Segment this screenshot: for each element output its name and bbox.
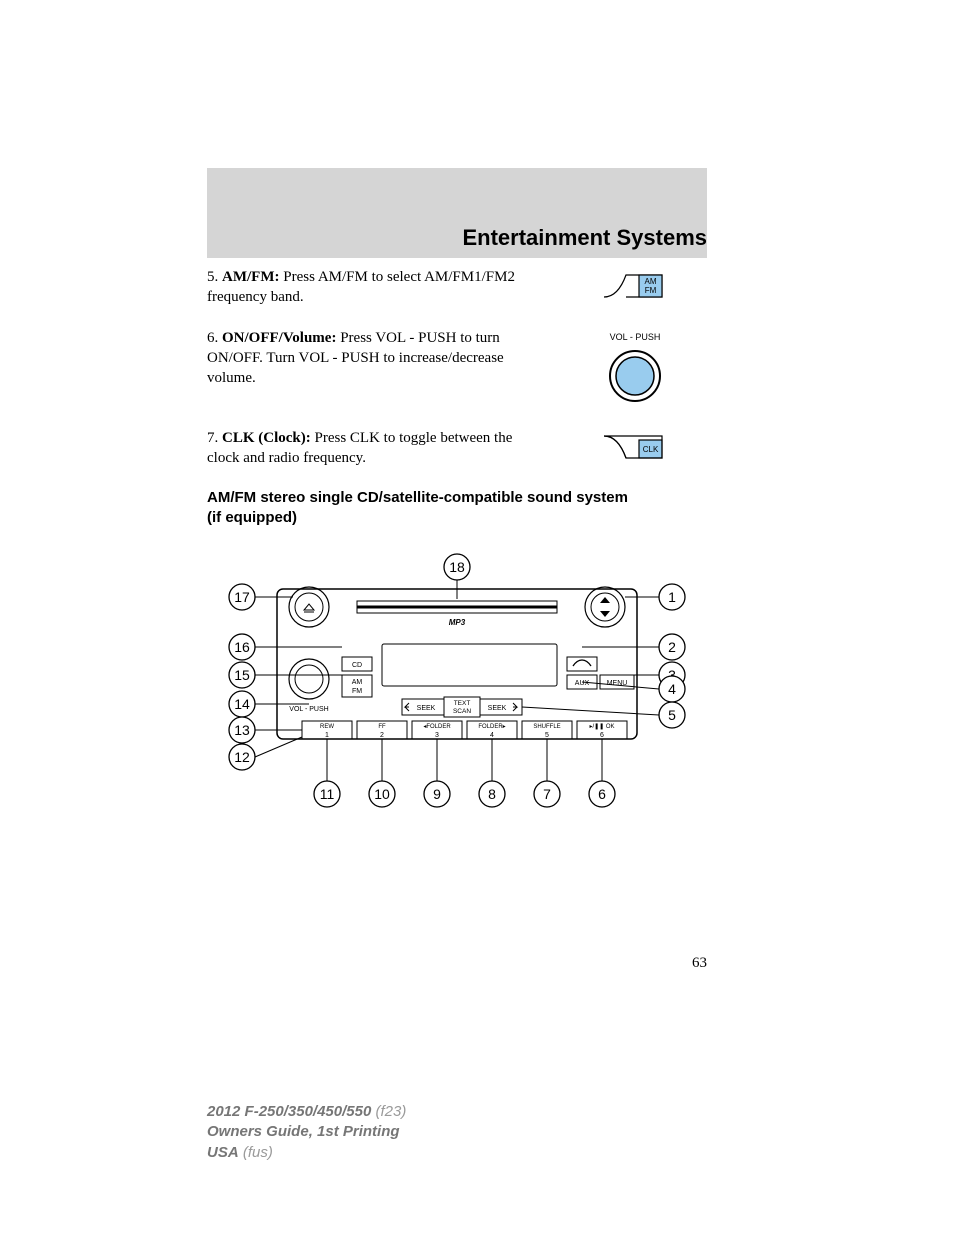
diag-seekL: SEEK [417, 705, 436, 712]
page-number: 63 [207, 955, 707, 972]
callout-9: 9 [433, 786, 441, 802]
item-5-text: 5. AM/FM: Press AM/FM to select AM/FM1/F… [207, 267, 542, 308]
subheading: AM/FM stereo single CD/satellite-compati… [207, 488, 707, 529]
footer-country: USA [207, 1144, 239, 1161]
vol-label: VOL - PUSH [609, 332, 660, 342]
callout-1: 1 [668, 589, 676, 605]
callout-4: 4 [668, 681, 676, 697]
preset-2-num: 2 [380, 732, 384, 739]
item-7-num: 7. [207, 430, 218, 446]
diag-cd: CD [352, 662, 362, 669]
footer: 2012 F-250/350/450/550 (f23) Owners Guid… [207, 1102, 707, 1163]
clk-illustration: CLK [562, 428, 707, 469]
callout-18: 18 [449, 559, 465, 575]
preset-2-label: FF [378, 724, 386, 730]
vol-knob-icon: VOL - PUSH [585, 328, 685, 408]
subheading-line1: AM/FM stereo single CD/satellite-compati… [207, 489, 628, 506]
callout-7: 7 [543, 786, 551, 802]
callout-11: 11 [320, 786, 335, 802]
preset-3-num: 3 [435, 732, 439, 739]
item-5: 5. AM/FM: Press AM/FM to select AM/FM1/F… [207, 267, 707, 308]
diag-aux: AUX [575, 680, 590, 687]
radio-diagram: MP3 VOL - PUSH CD AM [207, 539, 707, 839]
callout-16: 16 [234, 639, 250, 655]
item-7-text: 7. CLK (Clock): Press CLK to toggle betw… [207, 428, 542, 469]
item-6-text: 6. ON/OFF/Volume: Press VOL - PUSH to tu… [207, 328, 542, 408]
amfm-button-icon: AM FM [600, 267, 670, 301]
vol-illustration: VOL - PUSH [562, 328, 707, 408]
preset-1-num: 1 [325, 732, 329, 739]
amfm-line2: FM [644, 286, 656, 295]
preset-4-label: FOLDER▸ [478, 724, 505, 730]
mp3-label: MP3 [449, 618, 466, 627]
preset-5-label: SHUFFLE [533, 724, 560, 730]
clk-button-icon: CLK [600, 428, 670, 462]
preset-1-label: REW [320, 724, 334, 730]
preset-6-num: 6 [600, 732, 604, 739]
callout-14: 14 [234, 696, 250, 712]
amfm-line1: AM [644, 277, 656, 286]
diag-scan1: TEXT [454, 700, 471, 707]
item-5-num: 5. [207, 269, 218, 285]
amfm-illustration: AM FM [562, 267, 707, 308]
callout-10: 10 [374, 786, 390, 802]
footer-line2: Owners Guide, 1st Printing [207, 1123, 400, 1140]
diag-am: AM [352, 679, 363, 686]
diag-scan2: SCAN [453, 708, 471, 715]
item-6-label: ON/OFF/Volume: [222, 330, 336, 346]
subheading-line2: (if equipped) [207, 509, 297, 526]
item-7: 7. CLK (Clock): Press CLK to toggle betw… [207, 428, 707, 469]
preset-5-num: 5 [545, 732, 549, 739]
callout-17: 17 [234, 589, 250, 605]
callout-8: 8 [488, 786, 496, 802]
callout-2: 2 [668, 639, 676, 655]
item-5-label: AM/FM: [222, 269, 279, 285]
preset-6-label: ▸/❚❚ OK [589, 723, 614, 730]
preset-3-label: ◂FOLDER [423, 724, 451, 730]
callout-13: 13 [234, 722, 250, 738]
diag-fm: FM [352, 688, 362, 695]
footer-country-suffix: (fus) [243, 1144, 273, 1161]
preset-4-num: 4 [490, 732, 494, 739]
callout-15: 15 [234, 667, 250, 683]
footer-model: 2012 F-250/350/450/550 [207, 1103, 371, 1120]
diag-seekR: SEEK [488, 705, 507, 712]
callout-5: 5 [668, 707, 676, 723]
clk-line1: CLK [642, 445, 658, 454]
item-6-num: 6. [207, 330, 218, 346]
item-7-label: CLK (Clock): [222, 430, 311, 446]
callout-6: 6 [598, 786, 606, 802]
footer-model-suffix: (f23) [375, 1103, 406, 1120]
callout-12: 12 [234, 749, 250, 765]
page-header: Entertainment Systems [207, 225, 707, 251]
item-6: 6. ON/OFF/Volume: Press VOL - PUSH to tu… [207, 328, 707, 408]
diag-vol-label: VOL - PUSH [289, 706, 328, 713]
